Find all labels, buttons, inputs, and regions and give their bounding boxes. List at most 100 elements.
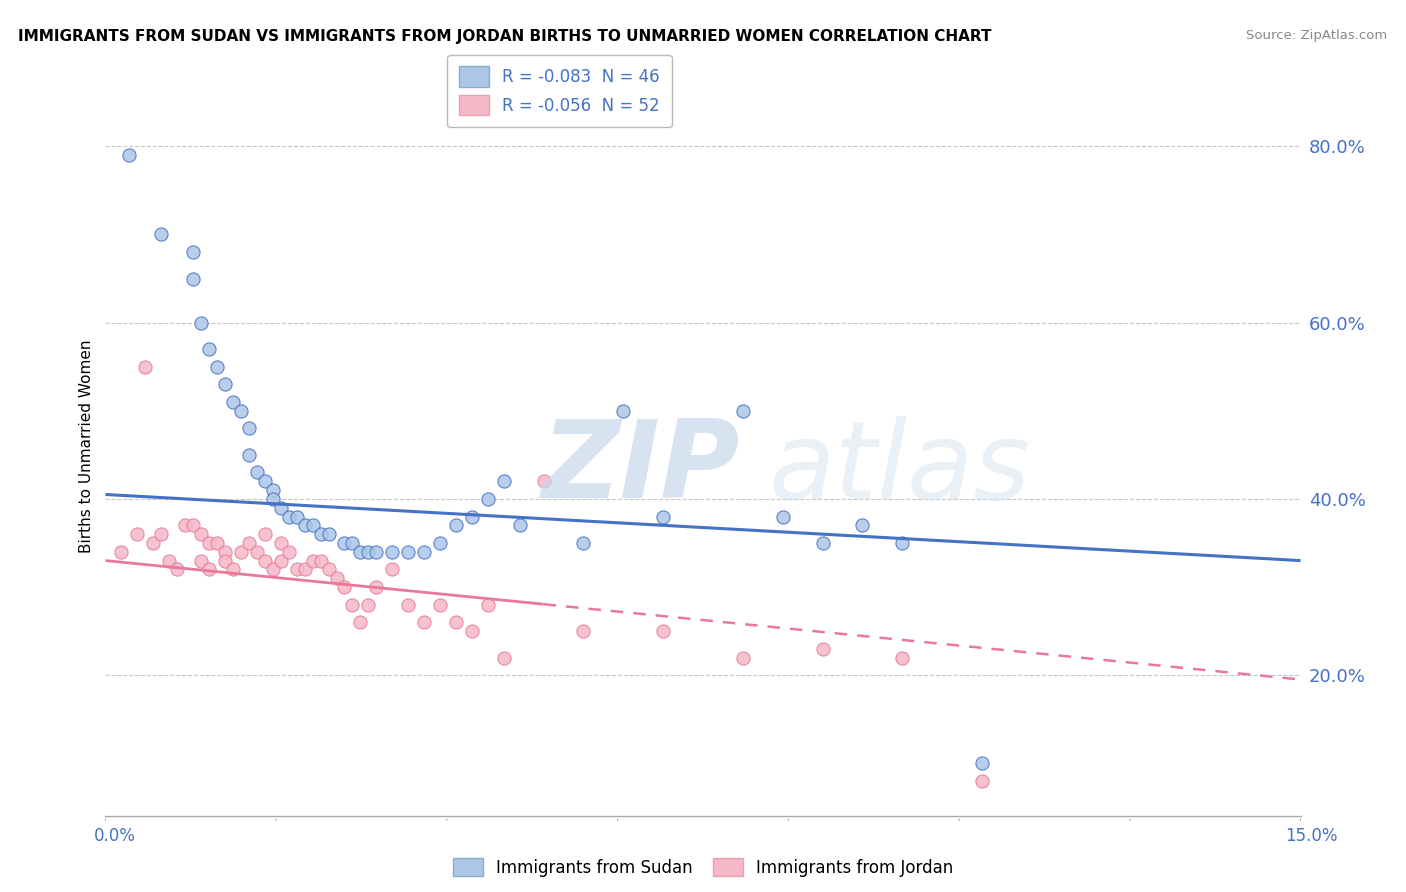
Point: [731, 403, 754, 417]
Point: [190, 316, 212, 330]
Point: [811, 536, 834, 550]
Point: [461, 624, 484, 639]
Point: [357, 545, 380, 559]
Point: [214, 553, 236, 567]
Point: [205, 359, 228, 374]
Text: 15.0%: 15.0%: [1285, 827, 1339, 845]
Point: [309, 527, 332, 541]
Point: [612, 403, 634, 417]
Point: [652, 509, 675, 524]
Point: [214, 377, 236, 392]
Point: [349, 545, 371, 559]
Point: [181, 271, 204, 285]
Y-axis label: Births to Unmarried Women: Births to Unmarried Women: [79, 339, 94, 553]
Point: [166, 562, 188, 576]
Point: [150, 527, 173, 541]
Point: [533, 475, 555, 489]
Point: [253, 553, 276, 567]
Point: [277, 545, 299, 559]
Point: [318, 562, 340, 576]
Point: [413, 615, 436, 630]
Point: [811, 641, 834, 656]
Point: [262, 483, 284, 497]
Point: [396, 598, 419, 612]
Point: [238, 421, 260, 435]
Point: [381, 545, 404, 559]
Point: [229, 545, 252, 559]
Point: [142, 536, 165, 550]
Point: [572, 536, 595, 550]
Point: [190, 527, 212, 541]
Point: [309, 553, 332, 567]
Point: [429, 536, 451, 550]
Point: [157, 553, 180, 567]
Point: [127, 527, 149, 541]
Point: [381, 562, 404, 576]
Point: [318, 527, 340, 541]
Point: [285, 562, 308, 576]
Point: [270, 536, 292, 550]
Point: [294, 562, 316, 576]
Point: [246, 545, 269, 559]
Point: [301, 518, 323, 533]
Point: [134, 359, 156, 374]
Point: [270, 553, 292, 567]
Point: [190, 553, 212, 567]
Point: [294, 518, 316, 533]
Point: [731, 650, 754, 665]
Point: [205, 536, 228, 550]
Point: [198, 536, 221, 550]
Legend: Immigrants from Sudan, Immigrants from Jordan: Immigrants from Sudan, Immigrants from J…: [446, 852, 960, 883]
Text: IMMIGRANTS FROM SUDAN VS IMMIGRANTS FROM JORDAN BIRTHS TO UNMARRIED WOMEN CORREL: IMMIGRANTS FROM SUDAN VS IMMIGRANTS FROM…: [18, 29, 991, 44]
Text: Source: ZipAtlas.com: Source: ZipAtlas.com: [1247, 29, 1388, 42]
Point: [333, 536, 356, 550]
Point: [357, 598, 380, 612]
Point: [396, 545, 419, 559]
Point: [413, 545, 436, 559]
Point: [342, 598, 364, 612]
Point: [214, 545, 236, 559]
Point: [477, 598, 499, 612]
Point: [461, 509, 484, 524]
Point: [238, 448, 260, 462]
Point: [333, 580, 356, 594]
Point: [492, 475, 515, 489]
Point: [270, 500, 292, 515]
Point: [366, 545, 388, 559]
Point: [444, 615, 467, 630]
Point: [572, 624, 595, 639]
Point: [851, 518, 873, 533]
Point: [325, 571, 347, 585]
Point: [492, 650, 515, 665]
Text: ZIP: ZIP: [541, 415, 740, 521]
Legend: R = -0.083  N = 46, R = -0.056  N = 52: R = -0.083 N = 46, R = -0.056 N = 52: [447, 54, 672, 127]
Point: [246, 466, 269, 480]
Point: [253, 475, 276, 489]
Point: [277, 509, 299, 524]
Point: [229, 403, 252, 417]
Point: [301, 553, 323, 567]
Point: [891, 650, 914, 665]
Point: [222, 562, 245, 576]
Point: [238, 536, 260, 550]
Point: [285, 509, 308, 524]
Point: [970, 773, 993, 788]
Point: [222, 395, 245, 409]
Point: [444, 518, 467, 533]
Point: [349, 615, 371, 630]
Point: [652, 624, 675, 639]
Point: [198, 562, 221, 576]
Point: [970, 756, 993, 771]
Point: [429, 598, 451, 612]
Point: [891, 536, 914, 550]
Point: [342, 536, 364, 550]
Point: [262, 491, 284, 506]
Text: atlas: atlas: [769, 416, 1031, 521]
Point: [509, 518, 531, 533]
Point: [174, 518, 197, 533]
Point: [198, 342, 221, 356]
Point: [110, 545, 132, 559]
Point: [181, 245, 204, 260]
Point: [181, 518, 204, 533]
Point: [253, 527, 276, 541]
